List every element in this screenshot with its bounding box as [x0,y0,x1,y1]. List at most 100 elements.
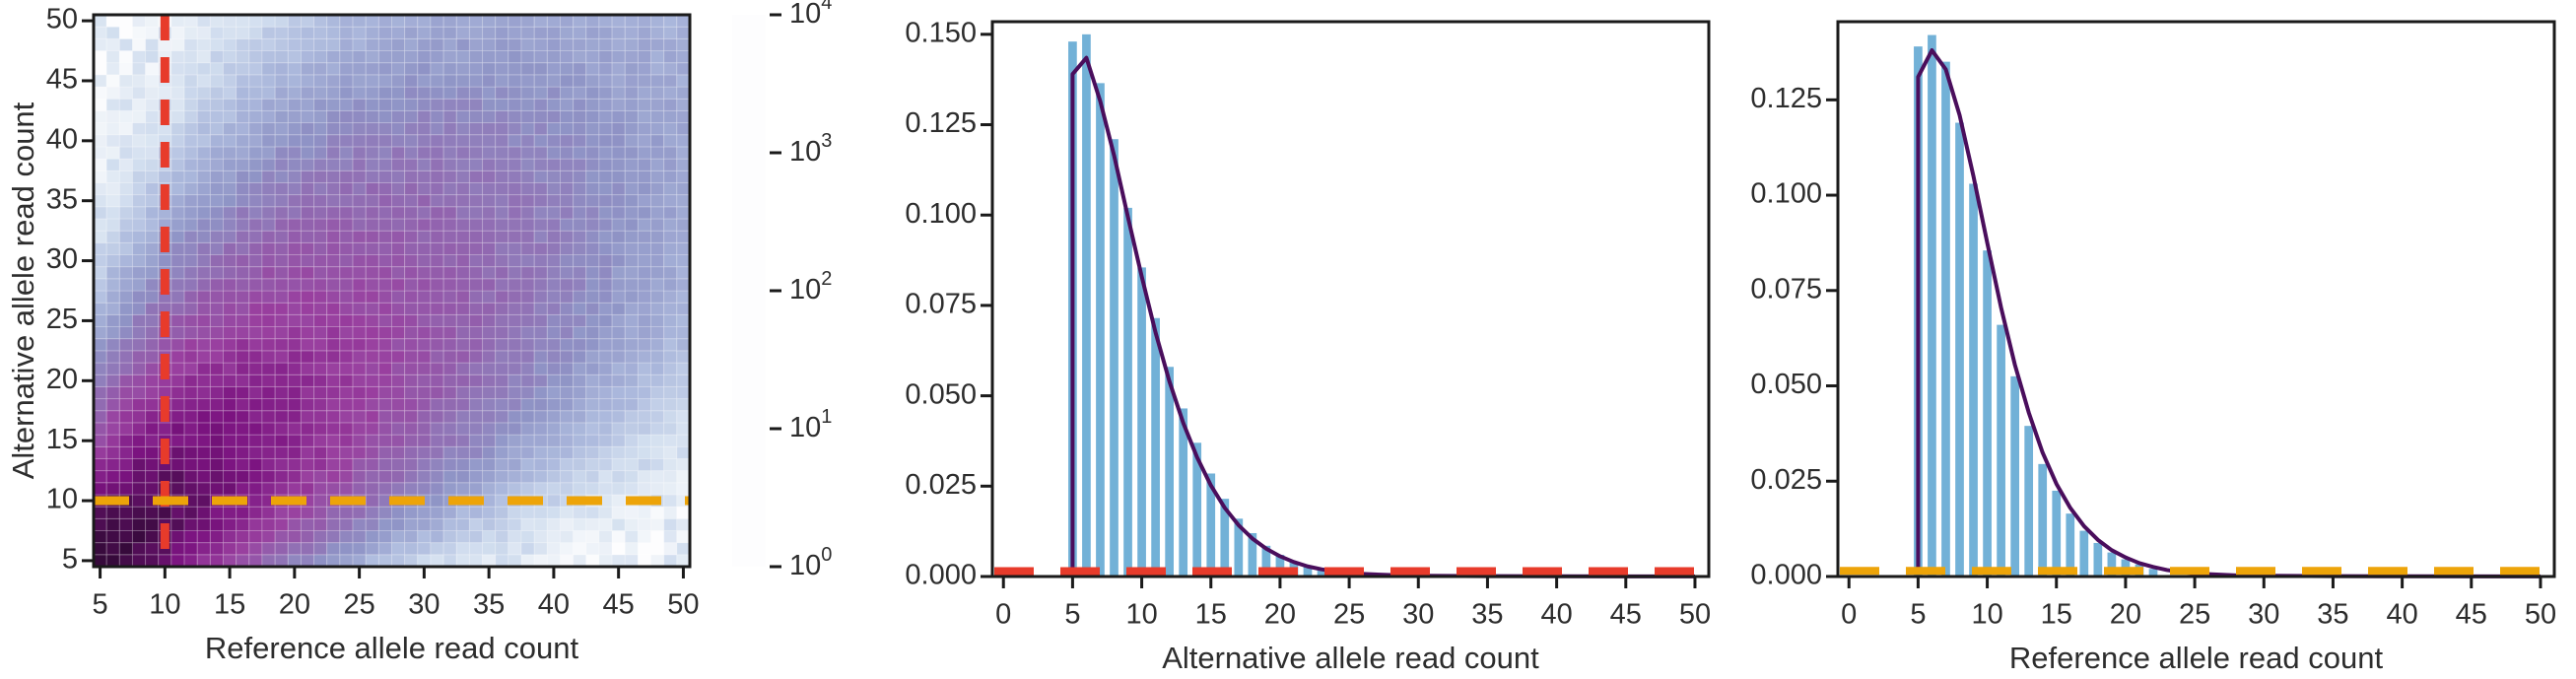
heatmap-cell [183,230,198,243]
heatmap-cell [495,313,509,328]
heatmap-cell [482,350,497,364]
heatmap-cell [287,266,302,280]
heatmap-cell [520,302,535,315]
heatmap-cell [223,373,237,387]
heatmap-cell [261,422,276,436]
heatmap-cell [93,206,107,220]
heatmap-cell [624,302,639,315]
heatmap-cell [559,181,575,196]
heatmap-cell [261,529,276,544]
heatmap-cell [196,194,211,208]
heatmap-cell [546,542,561,556]
heatmap-cell [573,422,587,436]
heatmap-cell [404,554,419,568]
heatmap-cell [93,482,107,496]
heatmap-cell [546,98,561,111]
heatmap-cell [404,134,419,148]
heatmap-cell [236,181,250,196]
heatmap-cell [624,398,639,412]
heatmap-cell [105,146,120,160]
heatmap-cell [183,74,198,88]
heatmap-cell [93,134,107,148]
heatmap-cell [131,338,147,352]
heatmap-cell [365,445,379,459]
heatmap-cell [585,326,600,340]
heatmap-cell [573,170,587,183]
heatmap-cell [93,373,107,387]
heatmap-cell [417,362,432,375]
heatmap-cell [468,241,484,255]
histogram-bar [1983,250,1992,577]
heatmap-cell [482,326,497,340]
heatmap-cell [585,62,600,76]
heatmap-cell [650,313,665,328]
heatmap-cell [533,302,548,315]
heatmap-cell [352,290,367,304]
heatmap-cell [377,218,393,232]
heatmap-cell [223,529,237,544]
heatmap-cell [339,218,354,232]
heatmap-cell [274,326,289,340]
heatmap-cell [533,506,548,519]
heatmap-cell [236,410,250,424]
heatmap-cell [391,218,406,232]
heatmap-cell [352,122,367,136]
heatmap-cell [183,218,198,232]
heatmap-cell [650,542,665,556]
histogram-bar [1969,183,1978,577]
histogram-bar [1082,34,1091,577]
heatmap-cell [468,470,484,484]
heatmap-cell [495,241,509,255]
heatmap-cell [377,14,393,28]
heatmap-cell [508,470,522,484]
heatmap-cell [287,253,302,268]
heatmap-cell [508,506,522,519]
heatmap-cell [118,313,133,328]
heatmap-cell [650,37,665,52]
heatmap-cell [223,313,237,328]
heatmap-cell [170,410,185,424]
heatmap-cell [430,373,444,387]
heatmap-cell [573,554,587,568]
heatmap-cell [663,26,678,39]
heatmap-cell [145,170,160,183]
heatmap-cell [118,410,133,424]
heatmap-cell [300,410,315,424]
heatmap-cell [546,218,561,232]
heatmap-cell [196,158,211,171]
heatmap-cell [559,170,575,183]
heatmap-cell [196,398,211,412]
heatmap-cell [650,50,665,64]
heatmap-cell [313,517,328,531]
heatmap-cell [637,230,652,243]
heatmap-cell [236,482,250,496]
heatmap-cell [313,470,328,484]
heatmap-cell [533,218,548,232]
heatmap-cell [637,422,652,436]
heatmap-cell [559,278,575,292]
heatmap-cell [170,542,185,556]
heatmap-cell [261,338,276,352]
heatmap-cell [404,26,419,39]
heatmap-cell [377,278,393,292]
heatmap-cell [585,14,600,28]
heatmap-cell [585,194,600,208]
heatmap-cell [598,50,613,64]
heatmap-cell [196,50,211,64]
y-tick-label: 0.050 [905,378,977,410]
heatmap-cell [546,313,561,328]
heatmap-cell [93,385,107,400]
heatmap-cell [585,146,600,160]
heatmap-cell [196,482,211,496]
heatmap-cell [533,266,548,280]
heatmap-cell [209,350,225,364]
heatmap-cell [650,122,665,136]
heatmap-cell [313,253,328,268]
heatmap-cell [326,529,341,544]
heatmap-cell [93,14,107,28]
heatmap-cell [430,253,444,268]
heatmap-cell [236,109,250,124]
heatmap-cell [236,362,250,375]
heatmap-cell [105,326,120,340]
heatmap-cell [455,517,470,531]
